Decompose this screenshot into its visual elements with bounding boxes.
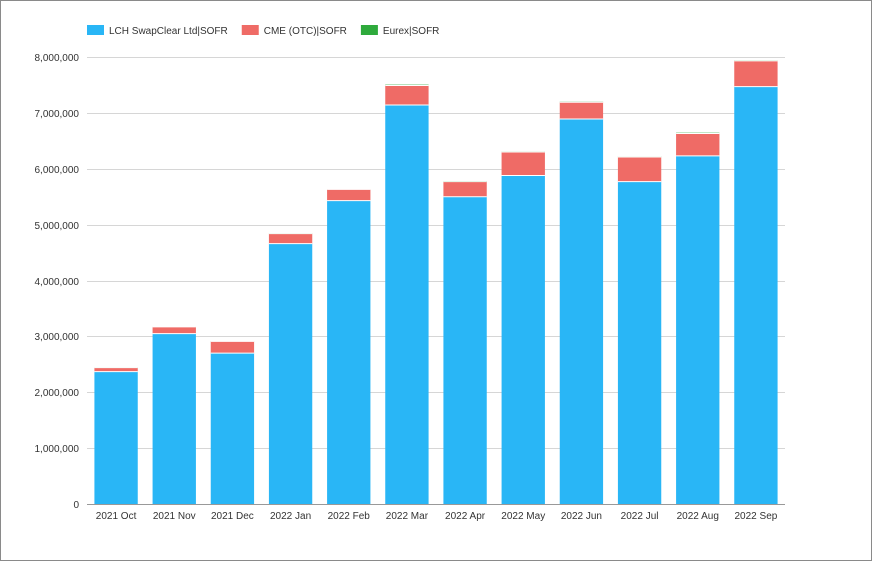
y-tick-label: 7,000,000 xyxy=(35,109,80,120)
x-tick-label: 2021 Dec xyxy=(211,511,254,522)
bar-segment-1 xyxy=(152,333,196,504)
y-axis: 0 1,000,000 2,000,000 3,000,000 4,000,000 5,0… xyxy=(35,53,80,511)
legend-swatch-1 xyxy=(87,25,104,35)
bar-segment-2 xyxy=(443,181,487,197)
legend-swatch-3 xyxy=(360,25,378,35)
y-tick-label: 1,000,000 xyxy=(35,444,80,455)
x-tick-label: 2021 Oct xyxy=(96,511,137,522)
bar-segment-1 xyxy=(734,86,778,505)
bar-segment-1 xyxy=(210,353,255,504)
bar-segment-2 xyxy=(617,157,662,182)
x-axis: 2021 Oct 2021 Nov 2021 Dec 2022 Jan 2022 Feb… xyxy=(96,511,778,522)
y-tick-label: 3,000,000 xyxy=(35,332,80,343)
bar-segment-2 xyxy=(94,367,138,372)
bar-segment-2 xyxy=(210,341,255,354)
x-tick-label: 2022 Jun xyxy=(561,511,602,522)
x-tick-label: 2022 Apr xyxy=(445,511,486,522)
bar-segment-1 xyxy=(443,196,487,504)
y-tick-label: 8,000,000 xyxy=(35,53,80,64)
x-tick-label: 2021 Nov xyxy=(153,511,196,522)
bar-segment-1 xyxy=(501,175,545,504)
bar-segment-2 xyxy=(327,189,371,201)
bar-segment-2 xyxy=(559,102,604,120)
legend-label-2: CME (OTC)|SOFR xyxy=(264,26,347,37)
x-tick-label: 2022 Jan xyxy=(270,511,311,522)
y-tick-label: 2,000,000 xyxy=(35,388,80,399)
bar-segment-1 xyxy=(385,105,429,505)
legend-label-3: Eurex|SOFR xyxy=(383,26,440,37)
bars xyxy=(94,60,778,505)
y-tick-label: 5,000,000 xyxy=(35,221,80,232)
bar-segment-1 xyxy=(559,119,604,505)
x-tick-label: 2022 Sep xyxy=(735,511,778,522)
bar-segment-2 xyxy=(268,233,313,244)
bar-segment-2 xyxy=(152,326,196,334)
x-tick-label: 2022 Aug xyxy=(677,511,719,522)
gridlines xyxy=(87,57,785,505)
y-tick-label: 6,000,000 xyxy=(35,165,80,176)
bar-segment-1 xyxy=(327,200,371,504)
x-tick-label: 2022 May xyxy=(501,511,545,522)
bar-segment-2 xyxy=(676,133,720,156)
legend: LCH SwapClear Ltd|SOFR CME (OTC)|SOFR Eure… xyxy=(87,25,439,37)
bar-segment-1 xyxy=(94,371,138,504)
bar-segment-1 xyxy=(268,243,313,504)
bar-segment-2 xyxy=(734,60,778,87)
y-tick-label: 0 xyxy=(73,500,79,511)
bar-segment-1 xyxy=(676,155,720,504)
bar-segment-1 xyxy=(617,181,662,504)
x-tick-label: 2022 Feb xyxy=(328,511,371,522)
legend-swatch-2 xyxy=(241,25,259,35)
x-tick-label: 2022 Jul xyxy=(621,511,659,522)
x-tick-label: 2022 Mar xyxy=(386,511,429,522)
bar-segment-2 xyxy=(385,85,429,106)
y-tick-label: 4,000,000 xyxy=(35,277,80,288)
bar-segment-2 xyxy=(501,151,545,176)
legend-label-1: LCH SwapClear Ltd|SOFR xyxy=(109,26,228,37)
